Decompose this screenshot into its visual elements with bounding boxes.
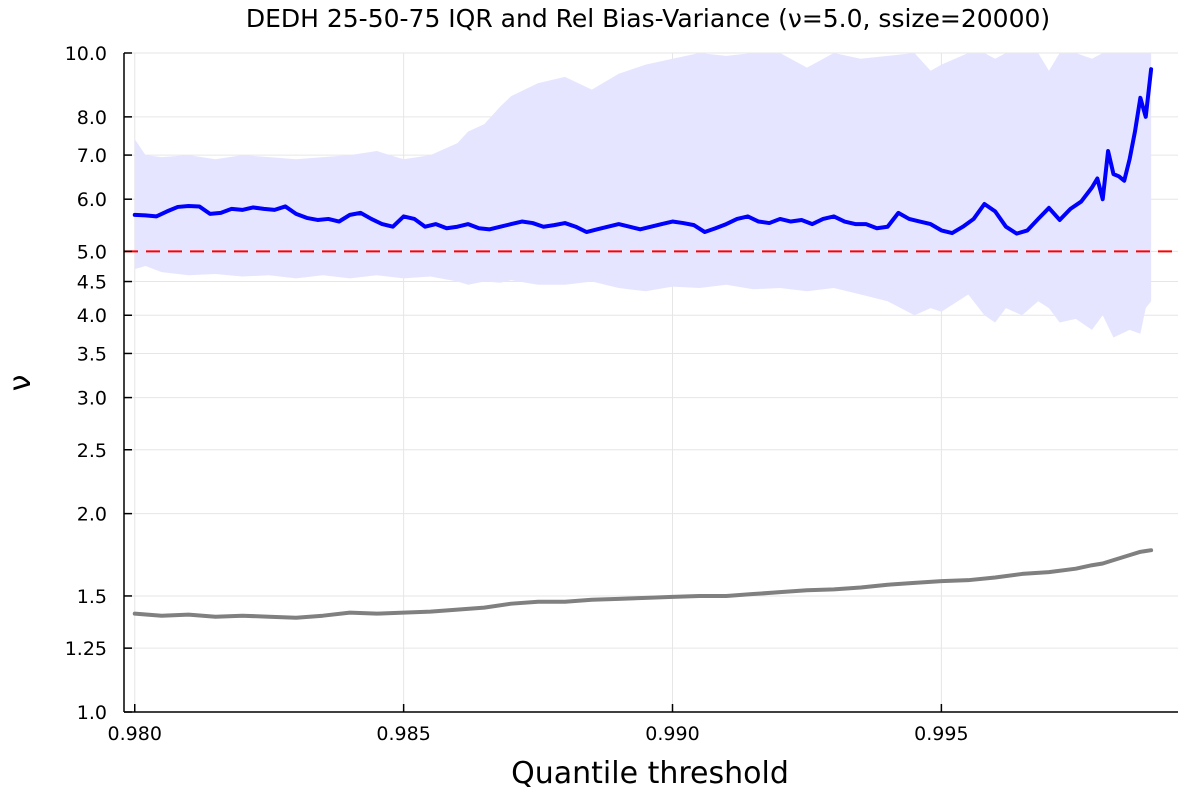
y-tick-label-0: 1.0 (77, 702, 107, 724)
iqr-band-0 (134, 53, 1152, 338)
series-line-0 (132, 67, 1154, 236)
y-tick-label-12: 8.0 (77, 107, 107, 129)
y-tick-label-8: 4.5 (77, 272, 107, 294)
y-tick-label-10: 6.0 (77, 189, 107, 211)
axes (123, 52, 1178, 713)
y-tick-label-11: 7.0 (77, 145, 107, 167)
x-tick-label-3: 0.995 (914, 723, 968, 745)
y-tick-label-3: 2.0 (77, 504, 107, 526)
tick-labels: 0.980 0.985 0.990 0.995 1.0 1.25 1.5 2.0 2.5 3.0 3… (65, 43, 969, 745)
y-axis-title: ν (3, 375, 38, 392)
x-tick-label-2: 0.990 (645, 723, 699, 745)
y-tick-label-2: 1.5 (77, 586, 107, 608)
y-tick-label-1: 1.25 (65, 638, 107, 660)
series-line-1 (132, 548, 1154, 620)
y-tick-label-6: 3.5 (77, 343, 107, 365)
x-tick-label-0: 0.980 (108, 723, 162, 745)
series-layer (132, 67, 1154, 620)
x-axis-title: Quantile threshold (511, 756, 789, 791)
x-tick-label-1: 0.985 (376, 723, 430, 745)
y-tick-label-4: 2.5 (77, 440, 107, 462)
y-tick-label-7: 4.0 (77, 305, 107, 327)
y-tick-label-13: 10.0 (65, 43, 107, 65)
y-tick-label-5: 3.0 (77, 388, 107, 410)
iqr-band-layer (134, 53, 1152, 338)
y-tick-label-9: 5.0 (77, 241, 107, 263)
chart-title: DEDH 25-50-75 IQR and Rel Bias-Variance … (246, 4, 1050, 33)
